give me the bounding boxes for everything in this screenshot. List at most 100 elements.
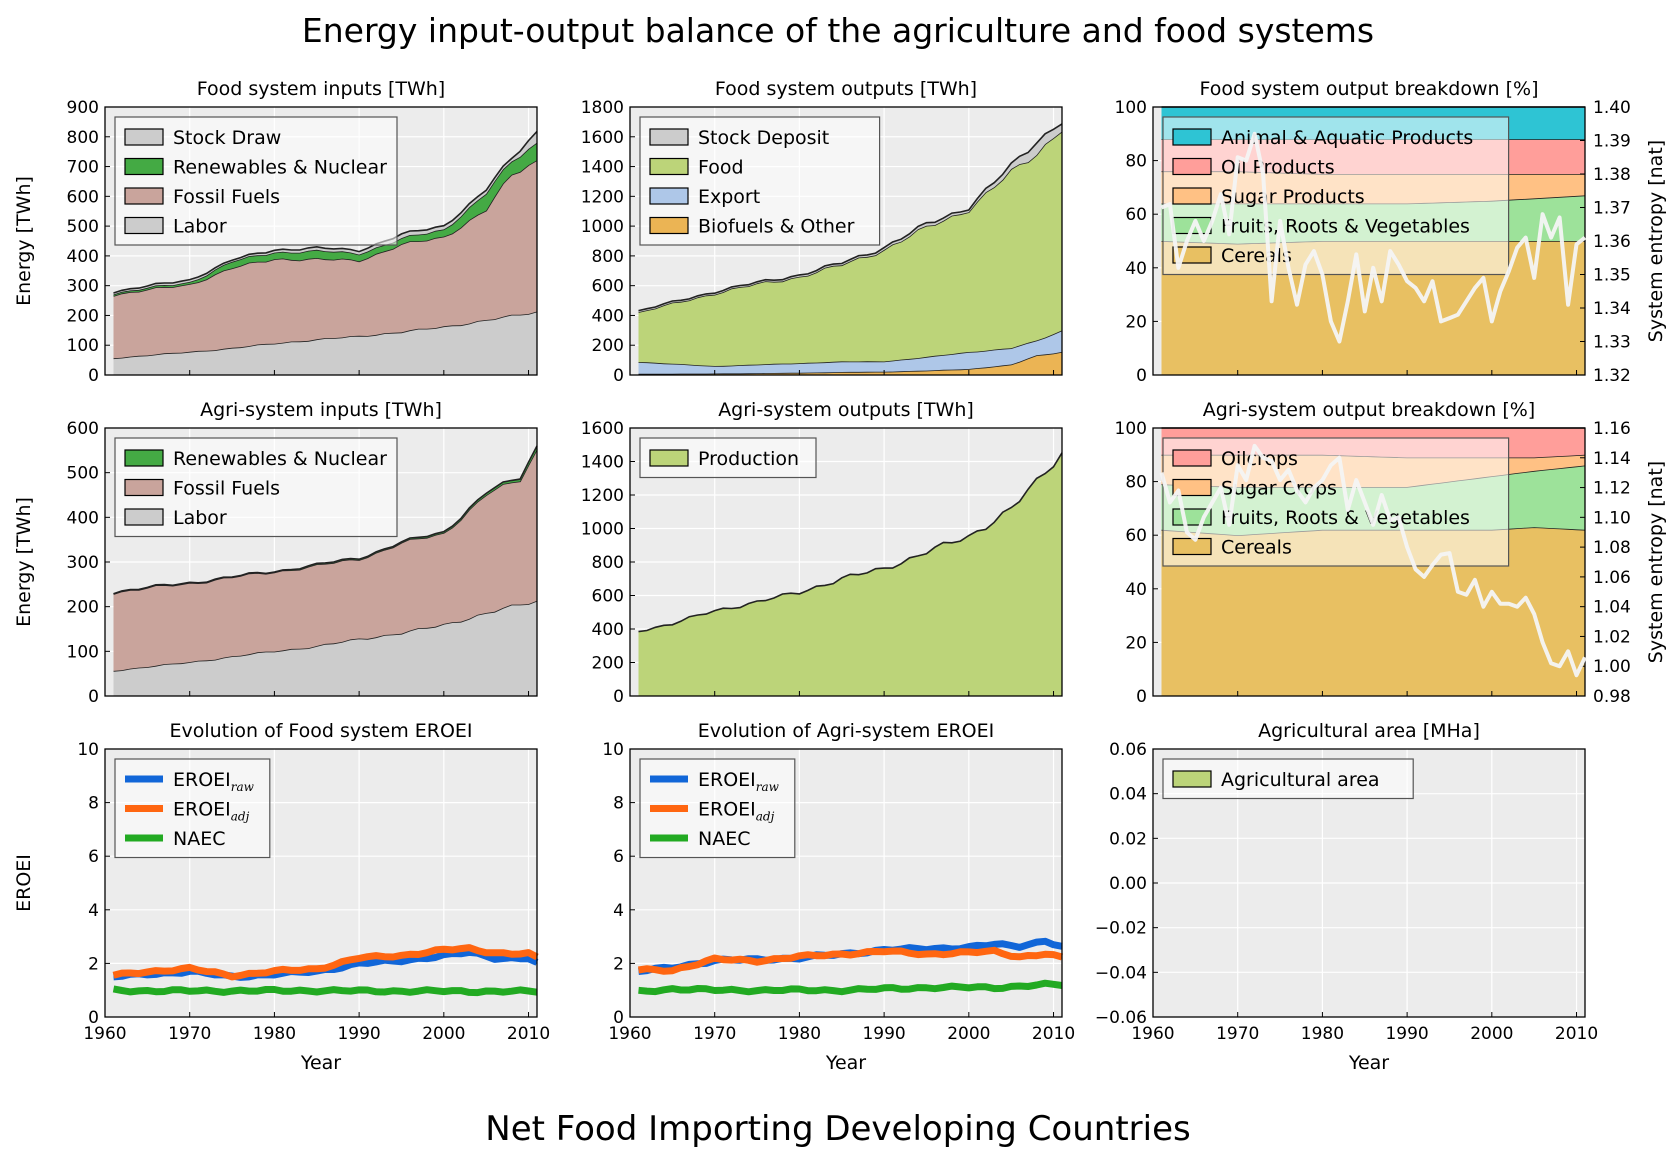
- y-tick-label: 300: [67, 553, 99, 573]
- x-tick-label: 2010: [1032, 1024, 1075, 1044]
- y-tick-label: 1000: [581, 520, 624, 540]
- area-export: [638, 330, 1062, 374]
- y-tick-label: 40: [1125, 580, 1147, 600]
- panel-food_inputs: 0 100 200 300 400 500 600 700 800 900 Energy [TWh]…: [13, 78, 538, 386]
- x-tick-label: 1960: [1131, 1024, 1174, 1044]
- legend-swatch: [1172, 128, 1212, 146]
- y2-tick-label: 1.35: [1593, 266, 1631, 286]
- y2-tick-label: 1.37: [1593, 199, 1631, 219]
- legend: Agricultural area: [1162, 758, 1414, 800]
- panel-food_outputs: 0 200 400 600 800 1000 1200 1400 1600 1800 Food sy…: [581, 78, 1063, 386]
- x-tick-label: 1990: [337, 1024, 380, 1044]
- x-tick-label: 1970: [693, 1024, 736, 1044]
- y-tick-label: 80: [1125, 152, 1147, 172]
- y2-tick-label: 1.38: [1593, 165, 1631, 185]
- legend-swatch: [124, 449, 164, 467]
- y-tick-label: 400: [592, 620, 624, 640]
- y-tick-label: 1600: [581, 128, 624, 148]
- panel-title: Food system output breakdown [%]: [1199, 78, 1538, 100]
- y2-tick-label: 1.02: [1593, 627, 1631, 647]
- panel-title: Agri-system output breakdown [%]: [1203, 399, 1535, 421]
- y-tick-label: 200: [592, 654, 624, 674]
- y-tick-label: 0: [1136, 366, 1147, 386]
- x-tick-label: 1960: [608, 1024, 651, 1044]
- entropy-line: [1160, 131, 1587, 344]
- area-boundary-line: [113, 445, 538, 595]
- legend-swatch: [649, 157, 689, 176]
- legend-swatch: [1172, 187, 1212, 205]
- y-tick-label: 0.00: [1109, 874, 1147, 894]
- y-tick-label: 4: [613, 901, 624, 921]
- legend: Animal & Aquatic Products Oil Products Sug…: [1162, 116, 1510, 276]
- x-axis-label: Year: [300, 1052, 341, 1074]
- y2-tick-label: 1.04: [1593, 598, 1631, 618]
- y-tick-label: 0.06: [1109, 740, 1147, 760]
- legend-subscript: adj: [231, 810, 250, 824]
- y-tick-label: −0.02: [1095, 919, 1147, 939]
- figure-title: Energy input-output balance of the agric…: [302, 11, 1374, 50]
- y2-tick-label: 1.33: [1593, 333, 1631, 353]
- legend-swatch: [649, 128, 689, 146]
- y-tick-label: 200: [67, 598, 99, 618]
- legend-swatch: [649, 187, 689, 205]
- panel-title: Food system outputs [TWh]: [715, 78, 977, 100]
- y2-tick-label: 0.98: [1593, 687, 1631, 707]
- y-tick-label: 20: [1125, 633, 1147, 653]
- legend-label: Fruits, Roots & Vegetables: [1221, 216, 1470, 238]
- legend-label: Fruits, Roots & Vegetables: [1221, 507, 1470, 529]
- legend-swatch: [124, 157, 164, 176]
- series-line-adj: [112, 944, 539, 981]
- x-tick-label: 1990: [1385, 1024, 1428, 1044]
- legend-swatch: [1172, 537, 1212, 556]
- y-tick-label: 0.02: [1109, 829, 1147, 849]
- legend-label: Renewables & Nuclear: [173, 448, 387, 470]
- y-tick-label: 0: [613, 687, 624, 707]
- y-tick-label: 700: [67, 158, 99, 178]
- area-boundary-line: [638, 452, 1063, 633]
- y-tick-label: 1400: [581, 158, 624, 178]
- x-tick-label: 2000: [1470, 1024, 1513, 1044]
- panel-title: Agricultural area [MHa]: [1258, 720, 1480, 742]
- area-food: [638, 131, 1062, 366]
- legend-label: Fossil Fuels: [173, 186, 280, 208]
- y-tick-label: 1600: [581, 419, 624, 439]
- x-tick-label: 1960: [83, 1024, 126, 1044]
- legend-label: Food: [698, 157, 744, 179]
- series-line-adj: [637, 946, 1063, 975]
- y-tick-label: 500: [67, 464, 99, 484]
- plot-frame: [1152, 427, 1586, 697]
- legend: Renewables & Nuclear Fossil Fuels Labor: [114, 437, 398, 538]
- y2-tick-label: 1.14: [1593, 449, 1631, 469]
- figure-subtitle: Net Food Importing Developing Countries: [485, 1109, 1190, 1149]
- area-labor: [113, 311, 537, 375]
- legend: Production: [639, 437, 817, 479]
- area-fossil-fuels: [113, 449, 537, 671]
- legend: Stock Deposit Food Export Biofuels & Other: [639, 116, 881, 246]
- y-tick-label: 6: [613, 847, 624, 867]
- legend-label: Oil Products: [1221, 157, 1335, 179]
- y-tick-label: 0: [88, 1008, 99, 1028]
- y-tick-label: 800: [592, 247, 624, 267]
- y-tick-label: 2: [613, 954, 624, 974]
- legend-label: NAEC: [698, 828, 750, 850]
- legend-swatch: [1172, 478, 1212, 497]
- y-tick-label: 0: [88, 687, 99, 707]
- y-axis-label: Energy [TWh]: [13, 176, 35, 306]
- x-tick-label: 2010: [1555, 1024, 1598, 1044]
- legend-swatch: [124, 187, 164, 205]
- y-tick-label: 40: [1125, 259, 1147, 279]
- panel-title: Food system inputs [TWh]: [197, 78, 445, 100]
- y-tick-label: 0: [613, 366, 624, 386]
- legend-swatch: [124, 216, 164, 235]
- y-tick-label: 600: [67, 419, 99, 439]
- y-tick-label: 500: [67, 217, 99, 237]
- y-tick-label: 800: [67, 128, 99, 148]
- panel-agri_area: −0.06 −0.04 −0.02 0.00 0.02 0.04 0.06 1960 1970 1…: [1095, 720, 1598, 1074]
- y-tick-label: 1400: [581, 453, 624, 473]
- y2-tick-label: 1.36: [1593, 232, 1631, 252]
- y-tick-label: 0: [613, 1008, 624, 1028]
- series-line-naec: [638, 979, 1063, 996]
- y-tick-label: 8: [613, 794, 624, 814]
- y2-tick-label: 1.16: [1593, 419, 1631, 439]
- y-tick-label: 200: [67, 306, 99, 326]
